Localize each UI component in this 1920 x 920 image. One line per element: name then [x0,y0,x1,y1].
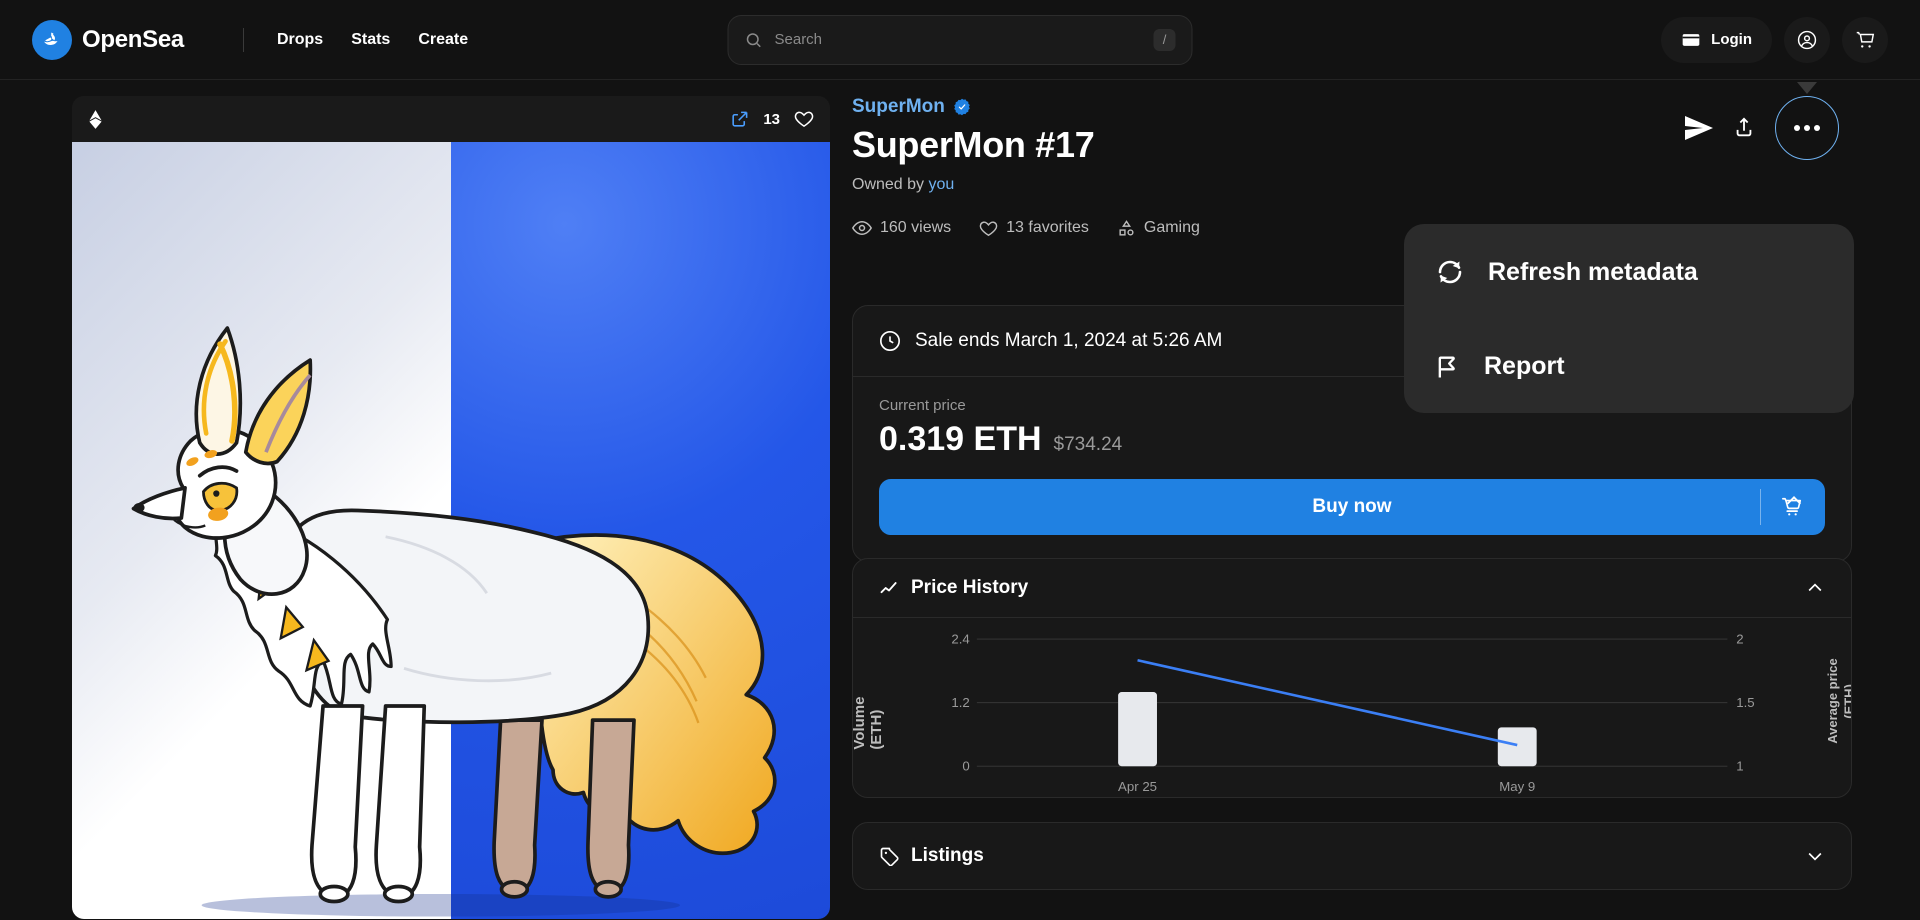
svg-text:2.4: 2.4 [951,632,969,646]
svg-text:1.2: 1.2 [951,695,969,710]
svg-text:May 9: May 9 [1499,779,1535,794]
svg-text:Apr 25: Apr 25 [1118,779,1157,794]
svg-text:1.5: 1.5 [1736,695,1754,710]
svg-text:0: 0 [962,759,969,774]
svg-text:1: 1 [1736,759,1743,774]
svg-text:2: 2 [1736,632,1743,646]
